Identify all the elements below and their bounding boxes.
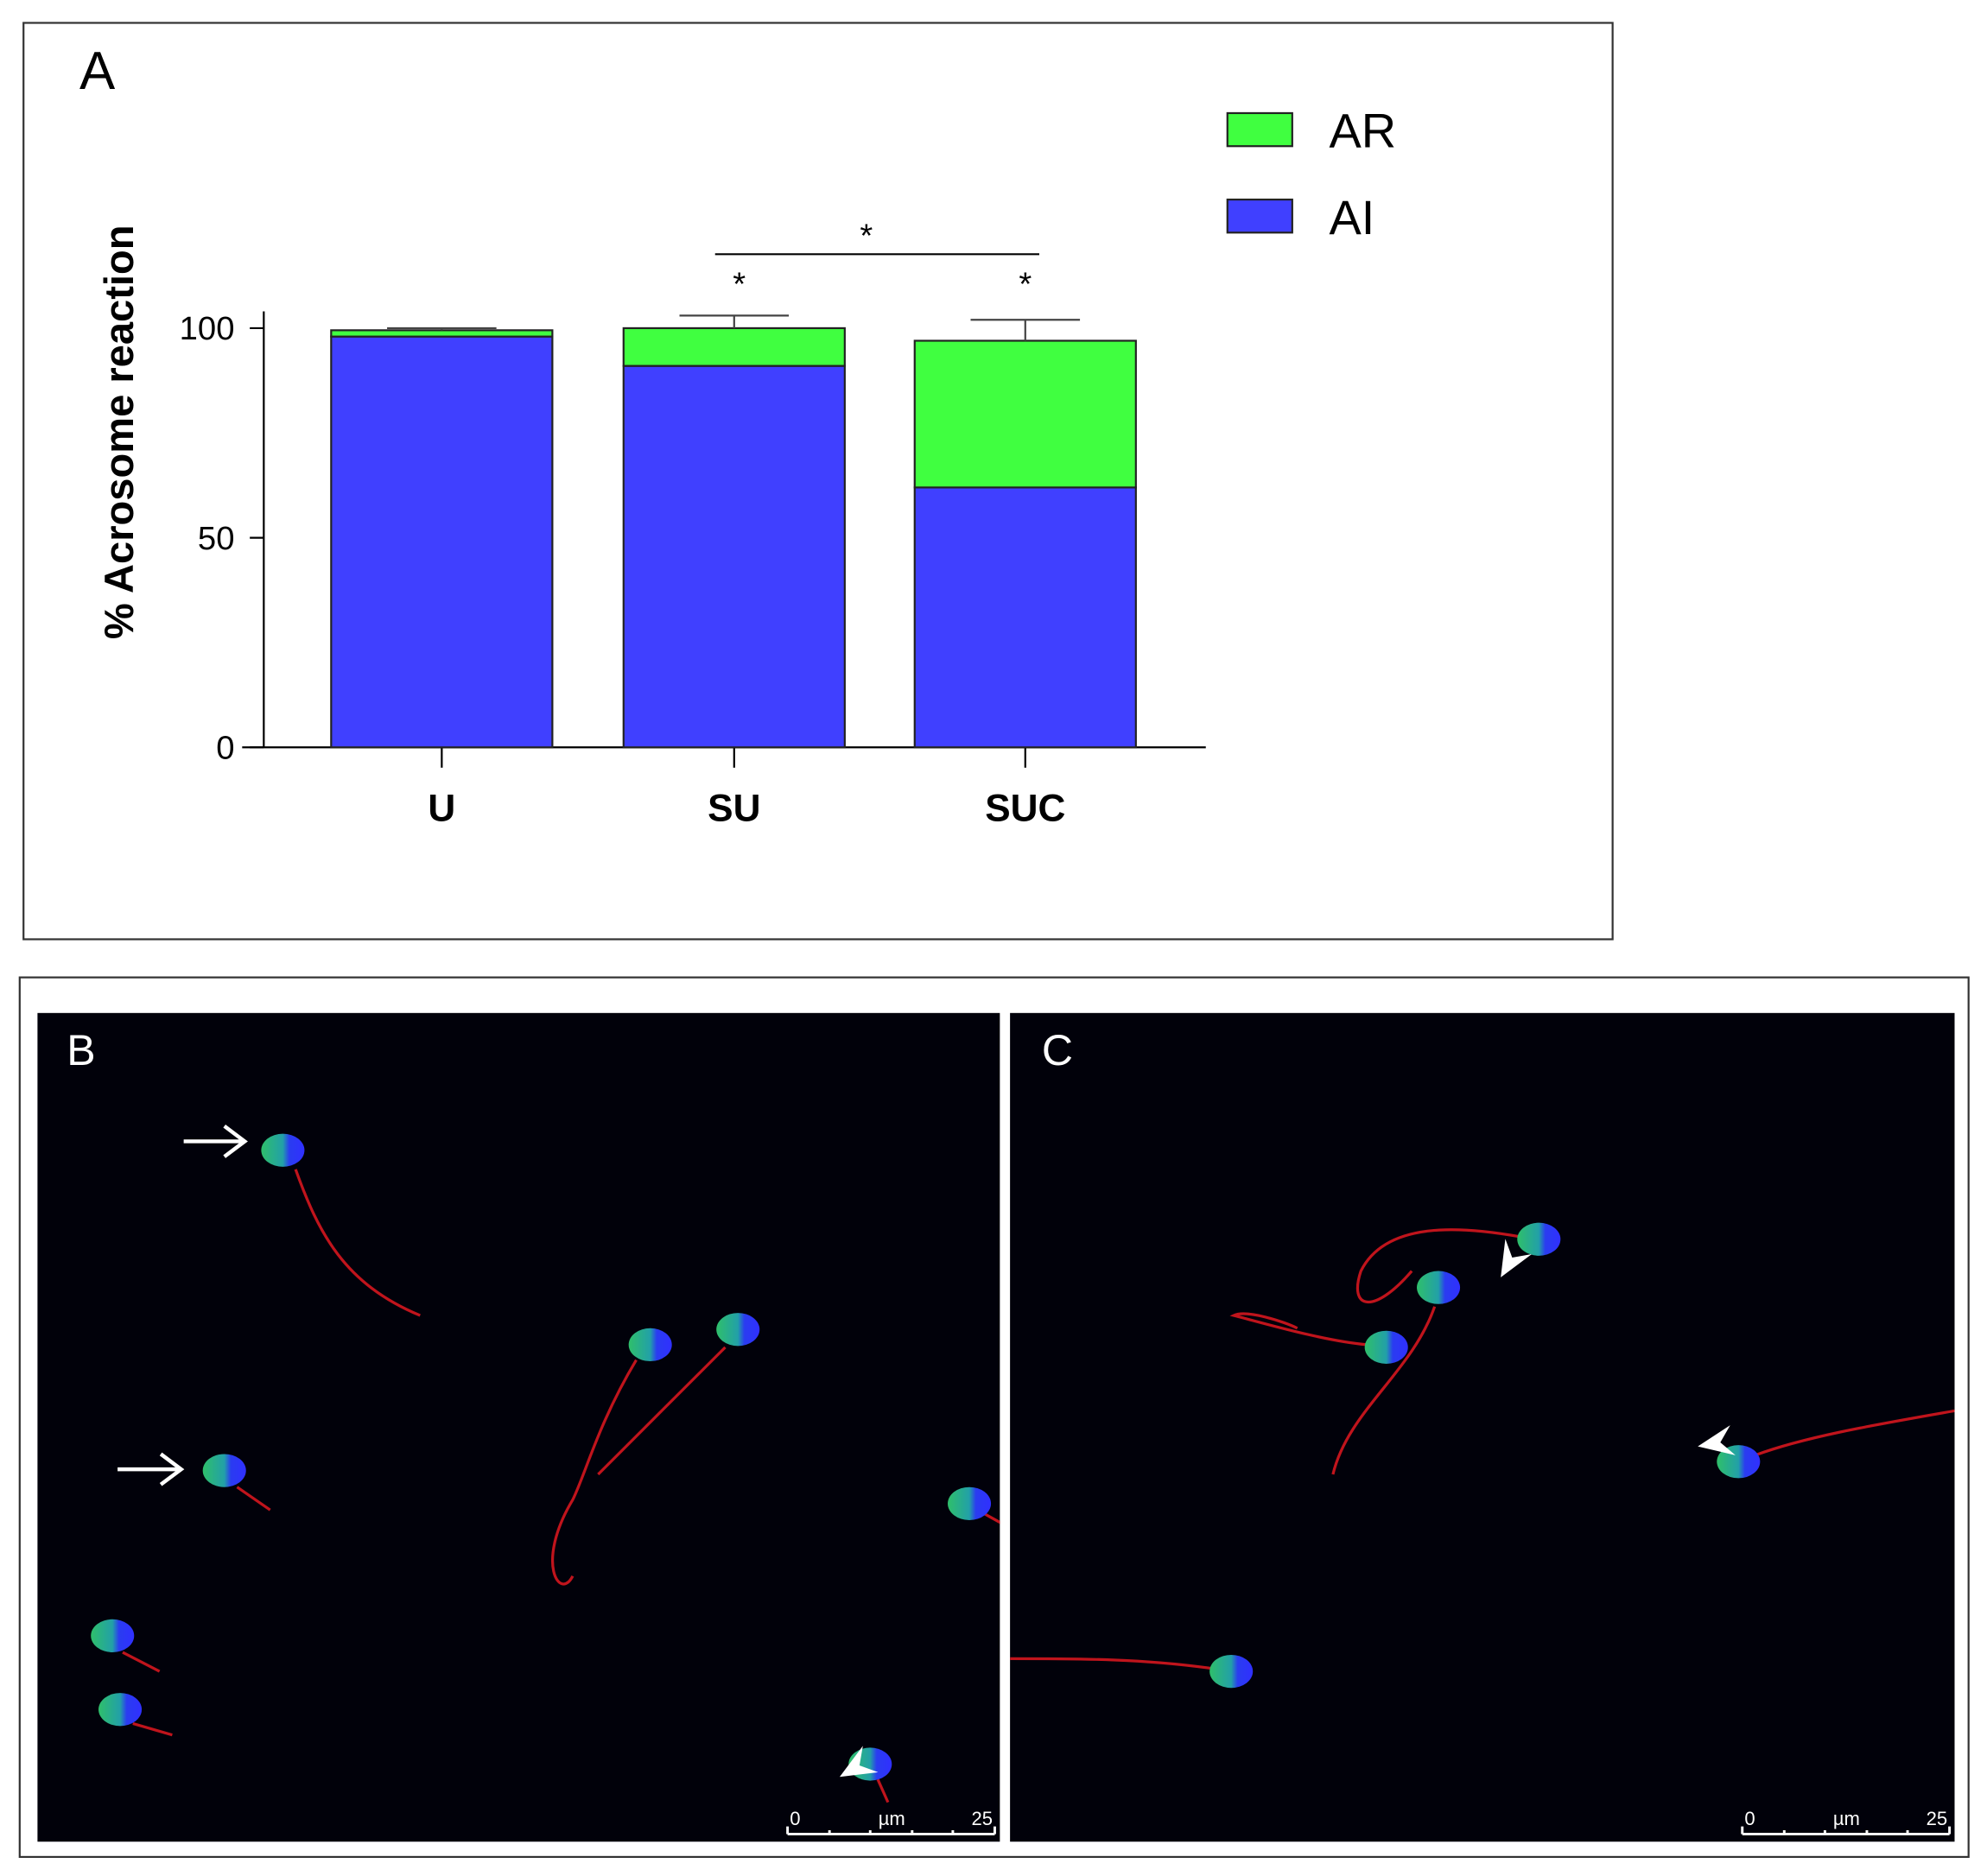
micrograph-overlays: B C 0 µm 25 0 µm 25 — [67, 1026, 1952, 1835]
scale-label: µm — [1833, 1808, 1860, 1829]
sperm-head — [948, 1486, 992, 1520]
arrow — [117, 1452, 185, 1486]
bar-segment — [622, 364, 846, 749]
flagellum — [1355, 1228, 1520, 1304]
bar-segment — [913, 339, 1137, 489]
arrowhead — [1501, 1239, 1533, 1277]
bar-segment — [330, 329, 554, 338]
flagellum — [876, 1778, 890, 1803]
sperm-cell — [91, 1619, 161, 1673]
sperm-cell — [98, 1693, 173, 1737]
legend-label: AR — [1329, 104, 1396, 158]
panel-label: C — [1042, 1026, 1073, 1074]
sperm-head — [98, 1693, 143, 1727]
cells — [91, 1125, 1955, 1803]
sperm-cell — [948, 1486, 1000, 1524]
error-bar — [970, 319, 1081, 341]
sperm-head — [1209, 1654, 1254, 1689]
arrowhead — [839, 1746, 879, 1778]
arrow — [183, 1125, 248, 1158]
flagellum — [236, 1486, 271, 1512]
sperm-head — [1517, 1222, 1561, 1256]
flagellum — [132, 1721, 173, 1737]
significance-marker: * — [1019, 265, 1032, 302]
sperm-cell — [551, 1328, 672, 1586]
flagellum — [1754, 1409, 1955, 1457]
y-tick-label: 0 — [216, 730, 234, 767]
legend-label: AI — [1329, 190, 1374, 244]
sperm-cell — [1010, 1654, 1254, 1689]
sperm-cell — [261, 1133, 421, 1317]
micrograph-c — [1010, 1012, 1955, 1842]
sperm-head — [202, 1454, 246, 1487]
scale-label: 25 — [971, 1808, 993, 1829]
x-tick-label: U — [428, 788, 455, 830]
flagellum — [1331, 1306, 1437, 1475]
sperm-head — [1364, 1330, 1408, 1364]
sperm-cell — [597, 1313, 760, 1476]
bar-segment — [913, 486, 1137, 749]
y-axis-label: % Acrosome reaction — [96, 225, 142, 639]
y-tick-label: 100 — [180, 310, 235, 347]
flagellum — [294, 1169, 421, 1317]
flagellum — [122, 1651, 161, 1673]
scale-label: 0 — [1744, 1808, 1755, 1829]
panel-label: A — [79, 41, 116, 101]
micrograph-b — [37, 1012, 1000, 1842]
sperm-cell — [1331, 1271, 1461, 1475]
bar-segment — [330, 335, 554, 749]
sperm-cell — [202, 1454, 271, 1512]
sperm-head — [716, 1313, 760, 1347]
flagellum — [981, 1511, 1000, 1524]
significance-marker: * — [860, 217, 873, 254]
x-tick-label: SU — [708, 788, 760, 830]
bar-segment — [622, 326, 846, 367]
significance-marker: * — [733, 265, 746, 302]
arrowhead — [1698, 1425, 1736, 1455]
sperm-cell — [1229, 1312, 1408, 1364]
sperm-cell — [1355, 1222, 1561, 1304]
sperm-head — [91, 1619, 135, 1653]
scale-bar — [1741, 1826, 1952, 1835]
legend-swatch — [1226, 111, 1293, 148]
error-bar — [387, 326, 497, 331]
scale-bar — [786, 1826, 996, 1835]
panel-label: B — [67, 1026, 95, 1074]
flagellum — [597, 1346, 727, 1476]
legend-swatch — [1226, 198, 1293, 234]
scale-label: 0 — [790, 1808, 800, 1829]
x-tick-label: SUC — [985, 788, 1065, 830]
flagellum — [1010, 1657, 1216, 1670]
error-bar — [679, 314, 790, 328]
scale-label: 25 — [1927, 1808, 1948, 1829]
sperm-head — [261, 1133, 305, 1167]
flagellum — [551, 1359, 638, 1586]
y-tick-label: 50 — [198, 520, 235, 557]
sperm-head — [628, 1328, 672, 1362]
flagellum — [1229, 1312, 1368, 1347]
scale-label: µm — [879, 1808, 905, 1829]
sperm-head — [1417, 1271, 1461, 1304]
